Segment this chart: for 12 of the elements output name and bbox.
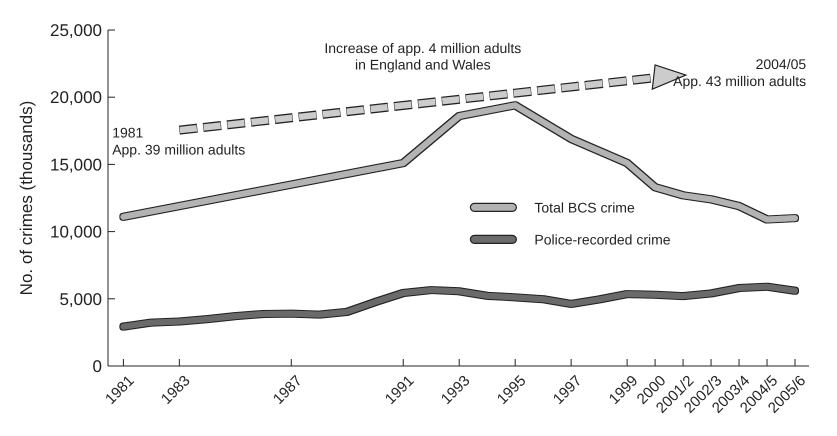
y-tick-label: 25,000 (50, 20, 102, 40)
y-axis-title: No. of crimes (thousands) (17, 100, 36, 296)
legend-label: Police-recorded crime (534, 231, 671, 248)
y-tick-label: 20,000 (50, 88, 102, 108)
y-tick-label: 10,000 (50, 222, 102, 242)
annotation: Increase of app. 4 million adults in England and Wales (324, 40, 522, 73)
y-tick-label: 5,000 (59, 290, 102, 309)
annotation: 1981 App. 39 million adults (112, 124, 246, 158)
annotation: 2004/05 App. 43 million adults (673, 56, 806, 89)
legend-label: Total BCS crime (534, 199, 635, 216)
y-tick-label: 0 (92, 356, 102, 376)
y-tick-label: 15,000 (50, 155, 102, 174)
